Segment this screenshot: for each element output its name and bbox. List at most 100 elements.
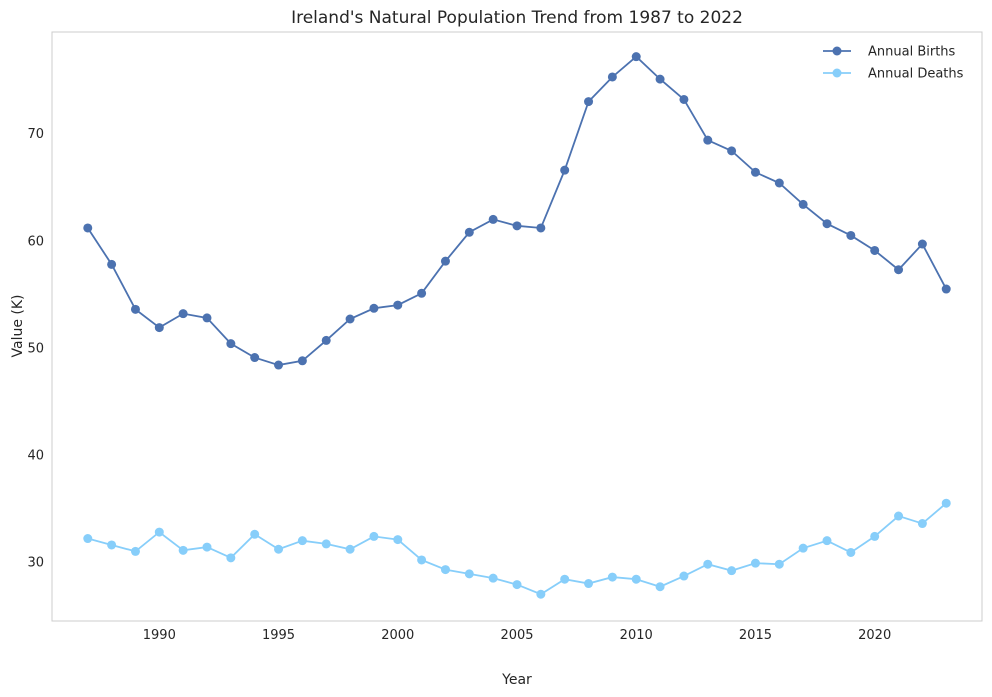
legend: Annual Births Annual Deaths (823, 45, 964, 82)
data-point (655, 582, 665, 592)
data-point (345, 544, 355, 554)
data-point (631, 52, 641, 62)
data-point (250, 353, 260, 363)
x-tick-label: 1990 (143, 628, 176, 643)
series-1 (83, 52, 951, 370)
legend-marker (832, 68, 842, 78)
y-tick-label: 40 (27, 449, 44, 464)
data-point (488, 573, 498, 583)
data-point (703, 135, 713, 145)
data-point (798, 199, 808, 209)
data-point (417, 555, 427, 565)
data-point (178, 309, 188, 319)
data-point (750, 558, 760, 568)
data-point (512, 221, 522, 231)
data-point (679, 94, 689, 104)
y-axis-ticks: 30 40 50 60 70 (27, 127, 44, 570)
data-point (536, 223, 546, 233)
data-point (154, 323, 164, 333)
legend-label: Annual Births (868, 45, 956, 60)
chart-title: Ireland's Natural Population Trend from … (291, 8, 743, 28)
x-tick-label: 2020 (858, 628, 891, 643)
data-point (894, 265, 904, 275)
data-point (584, 97, 594, 107)
data-point (941, 284, 951, 294)
x-axis-ticks: 1990 1995 2000 2005 2010 2015 2020 (143, 628, 891, 643)
data-point (679, 571, 689, 581)
legend-label: Annual Deaths (868, 67, 964, 82)
data-point (822, 219, 832, 229)
data-point (250, 529, 260, 539)
data-point (130, 546, 140, 556)
plot-background (51, 31, 983, 622)
data-point (440, 256, 450, 266)
y-tick-label: 60 (27, 234, 44, 249)
legend-marker (832, 46, 842, 56)
data-point (750, 167, 760, 177)
data-point (393, 535, 403, 545)
y-axis-title: Value (K) (10, 295, 26, 358)
data-point (107, 540, 117, 550)
data-point (202, 542, 212, 552)
data-point (202, 313, 212, 323)
data-point (870, 245, 880, 255)
data-point (393, 300, 403, 310)
data-point (607, 572, 617, 582)
data-point (917, 519, 927, 529)
data-point (321, 335, 331, 345)
data-point (83, 534, 93, 544)
data-point (464, 227, 474, 237)
data-point (655, 74, 665, 84)
series-2 (83, 498, 951, 599)
data-point (226, 339, 236, 349)
data-point (297, 356, 307, 366)
data-point (917, 239, 927, 249)
x-tick-label: 1995 (262, 628, 295, 643)
x-tick-label: 2005 (500, 628, 533, 643)
legend-item: Annual Deaths (823, 67, 964, 82)
data-point (369, 303, 379, 313)
data-point (846, 547, 856, 557)
data-point (226, 553, 236, 563)
data-point (536, 589, 546, 599)
data-point (774, 178, 784, 188)
data-point (631, 574, 641, 584)
data-point (369, 531, 379, 541)
data-point (560, 574, 570, 584)
data-point (822, 536, 832, 546)
data-point (178, 545, 188, 555)
data-point (464, 569, 474, 579)
data-point (488, 214, 498, 224)
data-point (870, 531, 880, 541)
y-tick-label: 50 (27, 341, 44, 356)
y-tick-label: 70 (27, 127, 44, 142)
legend-item: Annual Births (823, 45, 956, 60)
data-point (274, 360, 284, 370)
data-point (274, 544, 284, 554)
data-point (941, 498, 951, 508)
x-tick-label: 2000 (381, 628, 414, 643)
data-point (130, 304, 140, 314)
data-point (798, 543, 808, 553)
data-point (727, 566, 737, 576)
data-point (345, 314, 355, 324)
x-tick-label: 2010 (620, 628, 653, 643)
data-point (584, 579, 594, 589)
data-point (107, 259, 117, 269)
x-axis-title: Year (501, 672, 532, 688)
data-point (321, 539, 331, 549)
data-point (607, 72, 617, 82)
data-point (727, 146, 737, 156)
data-point (703, 559, 713, 569)
data-point (894, 511, 904, 521)
x-tick-label: 2015 (739, 628, 772, 643)
data-point (560, 165, 570, 175)
data-point (774, 559, 784, 569)
series-layer (83, 52, 951, 599)
data-point (83, 223, 93, 233)
y-tick-label: 30 (27, 556, 44, 571)
data-point (417, 288, 427, 298)
data-point (846, 230, 856, 240)
data-point (512, 580, 522, 590)
